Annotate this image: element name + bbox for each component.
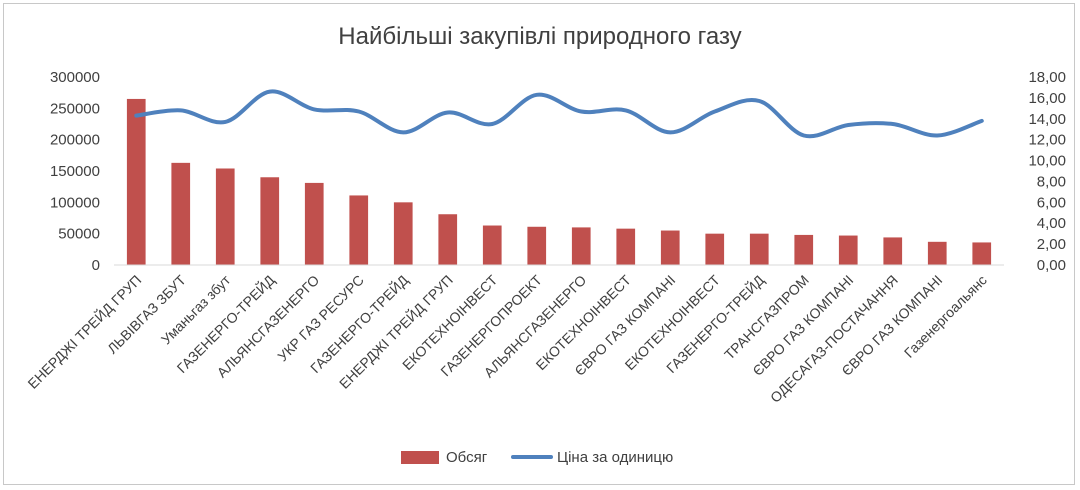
bar <box>304 182 324 265</box>
legend-bar-swatch <box>401 451 439 464</box>
chart-title: Найбільші закупівлі природного газу <box>338 23 741 50</box>
legend-line-label: Ціна за одиницю <box>557 449 673 466</box>
left-axis-tick-label: 0 <box>92 257 100 274</box>
right-axis-tick-label: 4,00 <box>1037 215 1066 232</box>
right-axis-tick-label: 2,00 <box>1037 236 1066 253</box>
left-axis-tick-label: 50000 <box>58 226 100 243</box>
left-axis-tick-label: 250000 <box>50 100 100 117</box>
bar <box>171 162 191 265</box>
line-series <box>134 89 984 139</box>
left-axis-tick-label: 150000 <box>50 163 100 180</box>
left-axis-tick-label: 300000 <box>50 69 100 86</box>
price-line <box>134 89 984 139</box>
bar <box>260 177 280 265</box>
bar-series <box>126 98 992 265</box>
category-label: ТРАНСГАЗПРОМ <box>721 272 812 363</box>
bar <box>972 242 992 265</box>
right-axis-tick-label: 0,00 <box>1037 257 1066 274</box>
right-axis: 0,00 2,00 4,00 6,00 8,00 10,00 12,00 14,00 16,00… <box>1028 69 1066 274</box>
right-axis-tick-label: 18,00 <box>1028 69 1066 86</box>
bar <box>571 227 591 265</box>
right-axis-tick-label: 16,00 <box>1028 90 1066 107</box>
left-axis-tick-label: 200000 <box>50 132 100 149</box>
bar <box>838 235 858 265</box>
right-axis-tick-label: 12,00 <box>1028 132 1066 149</box>
bar <box>349 195 369 265</box>
category-label: Газенергоальянс <box>901 272 990 361</box>
right-axis-tick-label: 8,00 <box>1037 173 1066 190</box>
left-axis: 0 50000 100000 150000 200000 250000 300000 <box>50 69 100 274</box>
bar <box>794 234 814 265</box>
bar <box>215 168 235 265</box>
bar <box>616 228 636 265</box>
right-axis-tick-label: 6,00 <box>1037 194 1066 211</box>
right-axis-tick-label: 14,00 <box>1028 111 1066 128</box>
bar <box>126 98 146 265</box>
left-axis-tick-label: 100000 <box>50 194 100 211</box>
right-axis-tick-label: 10,00 <box>1028 153 1066 170</box>
bar <box>393 202 413 265</box>
bar <box>705 233 725 265</box>
bar <box>438 214 458 265</box>
legend: Обсяг Ціна за одиницю <box>401 449 673 466</box>
bar <box>660 230 680 265</box>
bar <box>482 225 502 265</box>
bar <box>927 241 947 265</box>
bar <box>527 226 547 265</box>
bar <box>883 237 903 265</box>
category-label: ЛЬВІВГАЗ ЗБУТ <box>104 271 189 356</box>
bar <box>749 233 769 265</box>
legend-bar-label: Обсяг <box>446 449 488 466</box>
